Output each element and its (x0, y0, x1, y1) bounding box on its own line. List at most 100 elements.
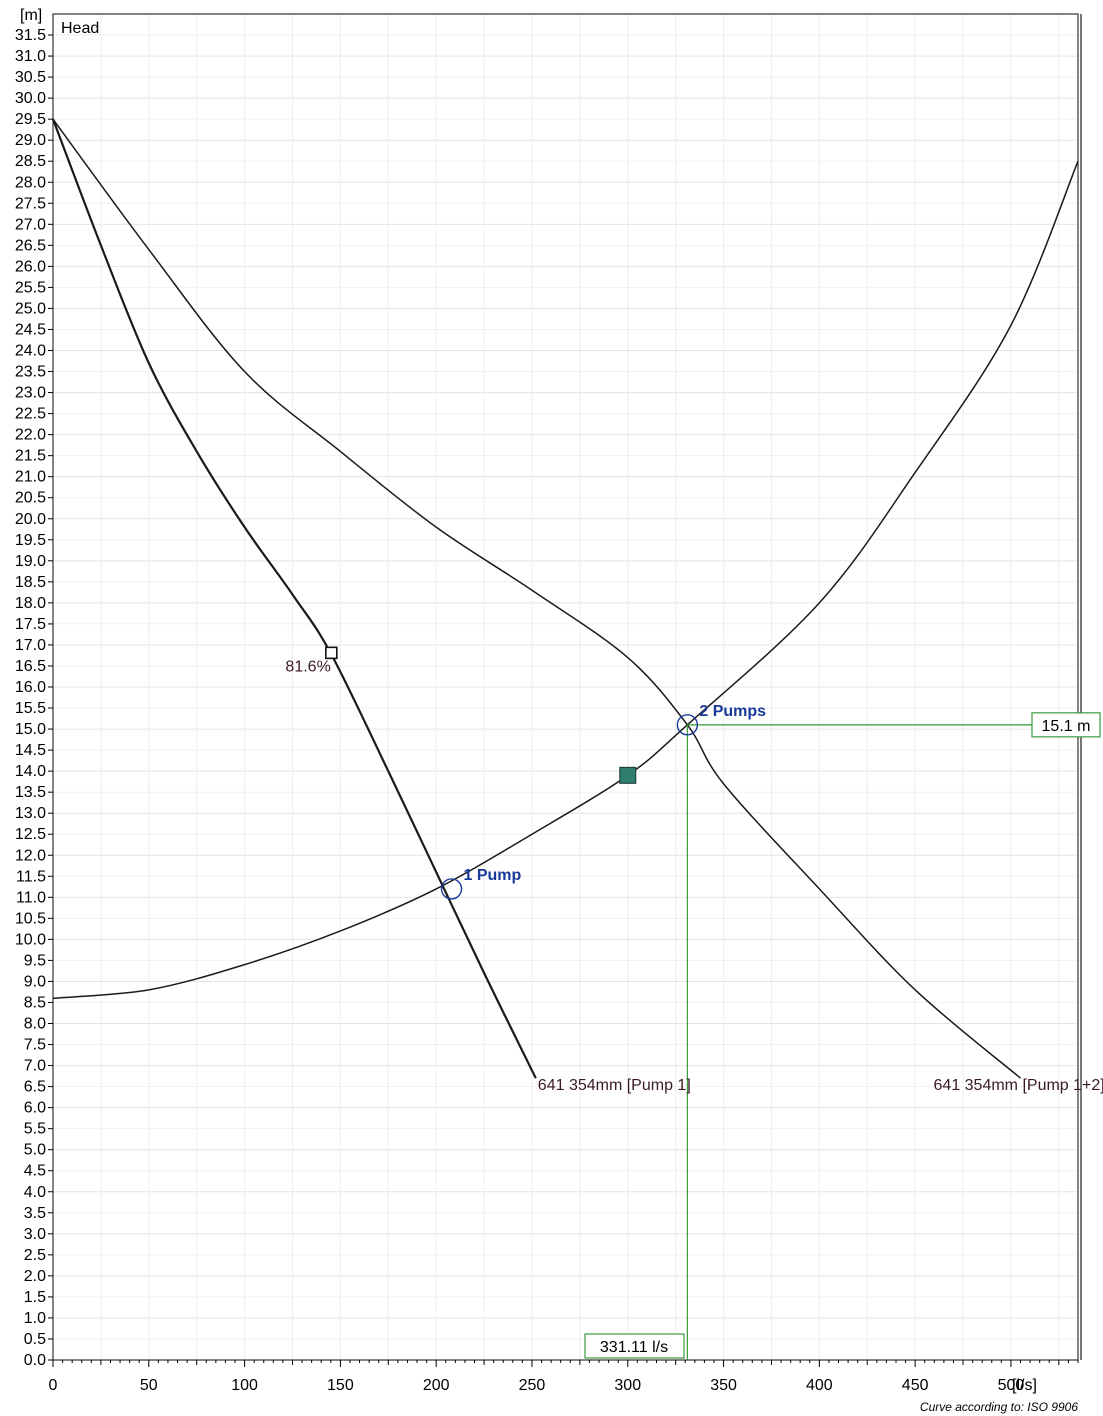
x-tick-label: 100 (231, 1377, 258, 1394)
y-tick-label: 14.0 (15, 763, 46, 780)
y-tick-label: 22.0 (15, 427, 46, 444)
y-tick-label: 4.0 (24, 1184, 46, 1201)
readout-lines: 15.1 m 331.11 l/s (584, 712, 1101, 1360)
pump12-curve-label: 641 354mm [Pump 1+2] (934, 1077, 1103, 1094)
y-tick-label: 24.0 (15, 343, 46, 360)
y-tick-label: 2.5 (24, 1247, 46, 1264)
x-tick-label: 400 (806, 1377, 833, 1394)
efficiency-marker (325, 646, 338, 660)
curves (51, 118, 1079, 1079)
y-tick-label: 11.0 (16, 889, 46, 906)
x-tick-label: 500 (998, 1377, 1025, 1394)
y-tick-label: 19.0 (15, 553, 46, 570)
x-tick-label: 150 (327, 1377, 354, 1394)
pump1-curve (51, 118, 537, 1079)
y-tick-label: 12.5 (15, 826, 46, 843)
two-pumps-label: 2 Pumps (699, 703, 766, 720)
y-tick-label: 6.0 (24, 1100, 46, 1117)
y-tick-label: 22.5 (15, 406, 46, 423)
y-tick-label: 0.0 (24, 1352, 46, 1369)
y-tick-label: 8.5 (24, 994, 46, 1011)
y-tick-label: 17.5 (15, 616, 46, 633)
x-axis-ticks: 0 50 100 150 200 250 300 350 400 450 500 (49, 1360, 1079, 1394)
y-tick-label: 13.5 (15, 784, 46, 801)
y-tick-label: 1.5 (24, 1289, 46, 1306)
y-tick-label: 3.0 (24, 1226, 46, 1243)
y-tick-label: 10.0 (15, 931, 46, 948)
head-readout-value: 15.1 m (1042, 718, 1091, 735)
y-tick-label: 18.0 (15, 595, 46, 612)
y-tick-label: 2.0 (24, 1268, 46, 1285)
y-tick-label: 6.5 (24, 1079, 46, 1096)
x-tick-label: 450 (902, 1377, 929, 1394)
x-unit-label: [l/s] (1012, 1377, 1037, 1394)
y-tick-label: 4.5 (24, 1163, 46, 1180)
y-tick-label: 25.0 (15, 300, 46, 317)
y-tick-label: 18.5 (15, 574, 46, 591)
y-tick-label: 21.0 (15, 469, 46, 486)
y-tick-label: 25.5 (15, 279, 46, 296)
x-tick-label: 50 (140, 1377, 158, 1394)
y-tick-label: 27.0 (15, 216, 46, 233)
y-tick-label: 13.0 (15, 805, 46, 822)
y-tick-label: 20.5 (15, 490, 46, 507)
y-tick-label: 23.5 (15, 364, 46, 381)
y-tick-label: 31.0 (15, 48, 46, 65)
y-tick-label: 3.5 (24, 1205, 46, 1222)
y-tick-label: 9.5 (24, 952, 46, 969)
y-tick-label: 26.0 (15, 258, 46, 275)
y-tick-label: 29.0 (15, 132, 46, 149)
x-tick-label: 350 (710, 1377, 737, 1394)
x-tick-label: 0 (49, 1377, 58, 1394)
y-tick-label: 28.0 (15, 174, 46, 191)
x-tick-label: 200 (423, 1377, 450, 1394)
y-tick-label: 23.0 (15, 385, 46, 402)
x-tick-label: 250 (519, 1377, 546, 1394)
y-unit-label: [m] (20, 7, 42, 24)
grid (53, 14, 1078, 1360)
y-tick-label: 16.5 (15, 658, 46, 675)
y-tick-label: 30.5 (15, 69, 46, 86)
y-tick-label: 27.5 (15, 195, 46, 212)
y-tick-label: 21.5 (15, 448, 46, 465)
system-curve (52, 160, 1079, 1000)
y-tick-label: 31.5 (15, 27, 46, 44)
y-axis-ticks: 0.0 0.5 1.0 1.5 2.0 2.5 3.0 3.5 4.0 4.5 5.0 5.5 6.0 6… (15, 27, 53, 1369)
y-tick-label: 17.0 (15, 637, 46, 654)
operating-point-marker (676, 714, 699, 736)
operating-point-marker (440, 878, 463, 900)
y-tick-label: 24.5 (15, 321, 46, 338)
pump12-curve (52, 118, 1022, 1079)
head-readout-box (1031, 712, 1101, 738)
y-axis-title: Head (61, 20, 99, 37)
iso-footnote: Curve according to: ISO 9906 (920, 1400, 1078, 1414)
y-tick-label: 7.0 (24, 1058, 46, 1075)
y-tick-label: 19.5 (15, 532, 46, 549)
y-tick-label: 11.5 (16, 868, 46, 885)
y-tick-label: 5.5 (24, 1121, 46, 1138)
y-tick-label: 7.5 (24, 1037, 46, 1054)
y-tick-label: 9.0 (24, 973, 46, 990)
y-tick-label: 30.0 (15, 90, 46, 107)
y-tick-label: 29.5 (15, 111, 46, 128)
flow-readout-value: 331.11 l/s (600, 1339, 668, 1356)
duty-point-marker (619, 766, 637, 784)
y-tick-label: 14.5 (15, 742, 46, 759)
one-pump-label: 1 Pump (464, 867, 522, 884)
y-tick-label: 10.5 (15, 910, 46, 927)
y-tick-label: 15.0 (15, 721, 46, 738)
y-tick-label: 12.0 (15, 847, 46, 864)
y-tick-label: 0.5 (24, 1331, 46, 1348)
y-tick-label: 28.5 (15, 153, 46, 170)
markers: 1 Pump 2 Pumps 81.6% 641 354mm [Pump 1] 641 … (285, 646, 1103, 1094)
y-tick-label: 1.0 (24, 1310, 46, 1327)
flow-readout-box (584, 1333, 685, 1359)
y-tick-label: 20.0 (15, 511, 46, 528)
x-tick-label: 300 (614, 1377, 641, 1394)
y-tick-label: 5.0 (24, 1142, 46, 1159)
efficiency-label: 81.6% (285, 658, 330, 675)
y-tick-label: 8.0 (24, 1016, 46, 1033)
pump1-curve-label: 641 354mm [Pump 1] (538, 1077, 691, 1094)
y-tick-label: 15.5 (15, 700, 46, 717)
